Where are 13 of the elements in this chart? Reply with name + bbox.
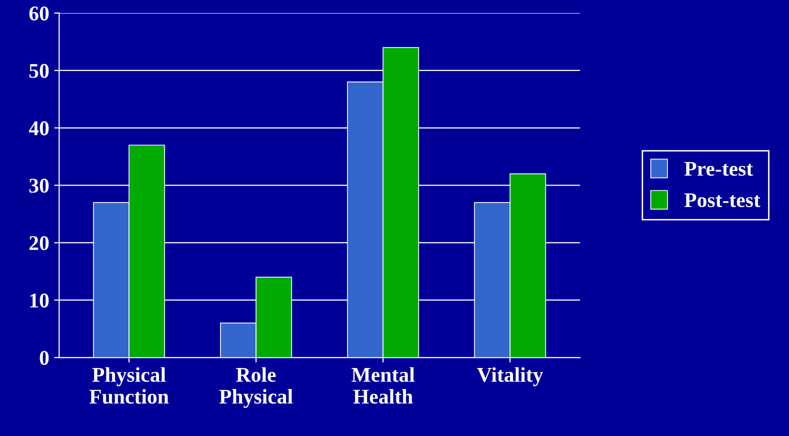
legend-label: Pre-test — [684, 162, 754, 176]
y-tick-label: 20 — [29, 236, 49, 250]
y-tick-label: 50 — [29, 64, 49, 78]
y-tick-label: 30 — [29, 178, 49, 193]
y-tick-label: 40 — [28, 121, 49, 136]
y-tick-label: 60 — [29, 6, 49, 21]
y-tick-label: 0 — [40, 350, 49, 365]
x-tick-label: Vitality — [477, 367, 544, 386]
x-tick-label: Role Physical — [219, 367, 293, 408]
y-tick-label: 10 — [30, 293, 49, 308]
legend-label: Post-test — [684, 193, 760, 208]
x-tick-label: Physical Function — [89, 367, 169, 404]
x-tick-label: Mental Health — [352, 367, 415, 404]
